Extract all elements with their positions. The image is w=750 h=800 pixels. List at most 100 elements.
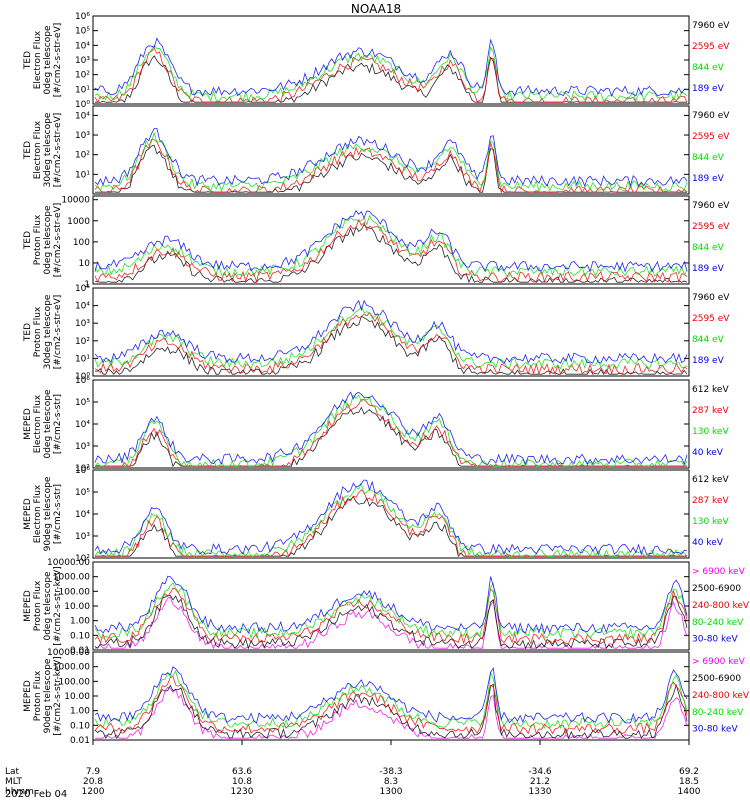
series-trace-80-240-kev	[94, 670, 688, 730]
legend-entry: > 6900 keV	[692, 567, 746, 577]
y-axis-label: Proton Flux	[33, 580, 43, 631]
series-trace-2500-6900	[94, 683, 688, 740]
y-axis-label: [#/cm2-s-str-eV]	[53, 113, 63, 188]
x-tick-label: 1300	[380, 787, 403, 797]
x-tick-label: -38.3	[379, 767, 402, 777]
y-axis-label: Electron Flux	[33, 394, 43, 453]
y-tick-label: 100.00	[59, 587, 91, 597]
series-trace-2595-ev	[94, 218, 688, 284]
y-axis-label: [#/cm2-s-str-eV]	[53, 295, 63, 370]
series-trace-7960-ev	[94, 315, 688, 375]
legend-entry: 240-800 keV	[692, 691, 750, 701]
y-axis-label: Proton Flux	[33, 214, 43, 265]
panel-5: 10² 10³ 10⁴ 10⁵ 10⁶ MEPED Electron Flux 0deg te…	[23, 376, 729, 474]
series-trace-40-kev	[94, 391, 688, 466]
y-axis-label: 30deg telescope	[43, 294, 53, 369]
panel-frame	[92, 469, 690, 559]
y-tick-label: 10²	[75, 554, 90, 564]
panel-frame	[92, 105, 690, 195]
y-tick-label: 10¹	[75, 170, 90, 180]
series-trace-2595-ev	[94, 138, 688, 194]
legend-entry: 7960 eV	[692, 21, 730, 31]
y-tick-label: 10²	[75, 71, 90, 81]
y-tick-label: 10²	[75, 464, 90, 474]
series-trace-240-800-kev	[94, 587, 688, 645]
y-tick-label: 10000.00	[47, 558, 90, 568]
y-axis-label: [#/cm2-s-str-eV]	[53, 23, 63, 98]
series-trace-240-800-kev	[94, 676, 688, 736]
y-tick-label: 0.01	[70, 736, 90, 746]
series-trace-189-ev	[94, 128, 688, 188]
y-axis-label: 0deg telescope	[43, 571, 53, 641]
legend-entry: 844 eV	[692, 243, 725, 253]
series-trace-844-ev	[94, 214, 688, 278]
series-trace-287-kev	[94, 399, 687, 467]
y-axis-label: Electron Flux	[33, 30, 43, 89]
y-tick-label: 10000.00	[47, 648, 90, 658]
legend-entry: 2500-6900	[692, 674, 741, 684]
legend-entry: 30-80 keV	[692, 725, 738, 735]
y-tick-label: 10²	[75, 337, 90, 347]
legend-entry: 844 eV	[692, 153, 725, 163]
x-tick-label: 7.9	[86, 767, 101, 777]
y-axis-label: TED	[23, 51, 33, 70]
x-tick-label: 1330	[529, 787, 552, 797]
legend-entry: 189 eV	[692, 264, 725, 274]
x-row-label: Lat	[5, 767, 20, 777]
panel-8: 0.01 0.10 1.00 10.00 100.00 1000.00 10000.00 ME…	[23, 648, 750, 746]
y-axis-label: [#/cm2-s-str-keV]	[53, 566, 63, 645]
legend-entry: 612 keV	[692, 385, 729, 395]
legend-entry: 287 keV	[692, 406, 729, 416]
legend-entry: 2500-6900	[692, 584, 741, 594]
y-tick-label: 10⁵	[75, 27, 90, 37]
x-tick-label: 63.6	[232, 767, 252, 777]
x-tick-label: 1400	[678, 787, 701, 797]
series-trace-130-kev	[94, 482, 688, 558]
series-trace-40-kev	[94, 479, 688, 556]
y-axis-label: 0deg telescope	[43, 389, 53, 459]
y-tick-label: 1.00	[70, 707, 90, 717]
y-tick-label: 10⁴	[75, 41, 90, 51]
y-tick-label: 10¹	[75, 85, 90, 95]
series-trace-2595-ev	[94, 47, 688, 104]
y-tick-label: 0.10	[70, 721, 90, 731]
legend-entry: 844 eV	[692, 335, 725, 345]
chart-title: NOAA18	[351, 2, 401, 16]
legend-entry: 2595 eV	[692, 132, 730, 142]
panel-3: 1 10 100 1000 10000 TED Proton Flux 0deg telesc…	[23, 195, 730, 290]
series-trace-844-ev	[94, 44, 688, 103]
legend-entry: 7960 eV	[692, 111, 730, 121]
y-axis-label: TED	[23, 141, 33, 160]
legend-entry: 2595 eV	[692, 314, 730, 324]
legend-entry: 40 keV	[692, 538, 724, 548]
legend-entry: 2595 eV	[692, 222, 730, 232]
y-axis-label: TED	[23, 323, 33, 342]
series-trace-844-ev	[94, 306, 688, 370]
y-axis-label: Proton Flux	[33, 670, 43, 721]
y-axis-label: MEPED	[23, 408, 33, 440]
y-axis-label: MEPED	[23, 680, 33, 712]
y-tick-label: 10³	[75, 56, 90, 66]
x-tick-label: 18.5	[679, 777, 699, 787]
y-axis-label: 0deg telescope	[43, 205, 53, 275]
y-tick-label: 10³	[75, 532, 90, 542]
y-tick-label: 10⁴	[75, 111, 90, 121]
panel-1: 10⁰ 10¹ 10² 10³ 10⁴ 10⁵ 10⁶ TED Electron Flux 0de…	[23, 12, 730, 110]
y-axis-label: Electron Flux	[33, 484, 43, 543]
y-tick-label: 10⁴	[75, 302, 90, 312]
y-tick-label: 1000	[67, 217, 90, 227]
y-axis-label: Proton Flux	[33, 306, 43, 357]
x-tick-label: 8.3	[384, 777, 398, 787]
legend-entry: 40 keV	[692, 448, 724, 458]
y-tick-label: 10⁵	[75, 284, 90, 294]
panel-4: 10⁰ 10¹ 10² 10³ 10⁴ 10⁵ TED Proton Flux 30deg te…	[23, 284, 730, 382]
y-tick-label: 1000.00	[53, 663, 90, 673]
y-tick-label: 10⁶	[75, 12, 90, 22]
y-axis-label: MEPED	[23, 590, 33, 622]
series-trace-30-80-kev	[94, 666, 688, 725]
x-tick-label: 21.2	[530, 777, 550, 787]
date-label: 2020 Feb 04	[5, 789, 67, 800]
series-trace-7960-ev	[95, 55, 687, 104]
legend-entry: 30-80 keV	[692, 635, 738, 645]
